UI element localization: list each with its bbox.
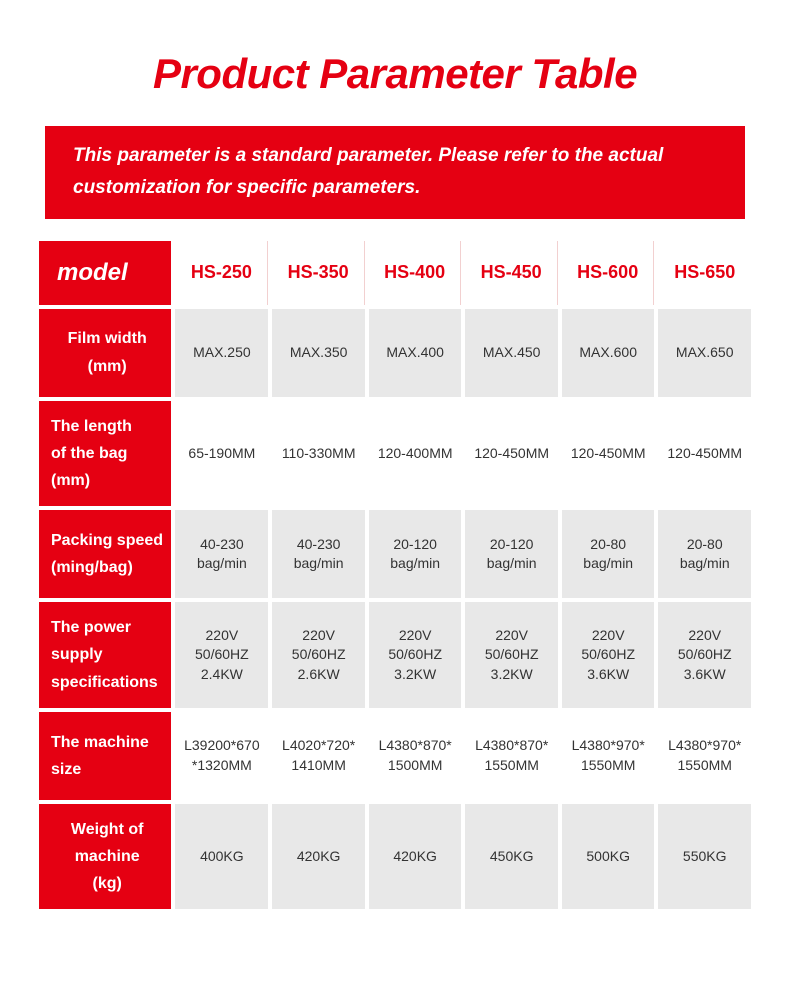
table-row: The power supply specifications220V 50/6… (39, 602, 751, 708)
table-row: Packing speed (ming/bag)40-230 bag/min40… (39, 510, 751, 598)
table-cell: 120-450MM (562, 401, 655, 507)
model-header: model (39, 241, 171, 305)
table-cell: MAX.250 (175, 309, 268, 397)
table-cell: L4380*870* 1500MM (369, 712, 462, 800)
row-header: The power supply specifications (39, 602, 171, 708)
table-cell: MAX.600 (562, 309, 655, 397)
row-header: Packing speed (ming/bag) (39, 510, 171, 598)
table-cell: MAX.400 (369, 309, 462, 397)
table-cell: 110-330MM (272, 401, 365, 507)
table-cell: 220V 50/60HZ 2.6KW (272, 602, 365, 708)
table-cell: L4380*970* 1550MM (658, 712, 751, 800)
table-cell: 120-450MM (465, 401, 558, 507)
table-cell: 40-230 bag/min (175, 510, 268, 598)
row-header: Film width (mm) (39, 309, 171, 397)
column-header: HS-250 (175, 241, 268, 305)
table-cell: 20-80 bag/min (658, 510, 751, 598)
table-row: Film width (mm)MAX.250MAX.350MAX.400MAX.… (39, 309, 751, 397)
table-cell: MAX.450 (465, 309, 558, 397)
column-header: HS-450 (465, 241, 558, 305)
table-cell: 450KG (465, 804, 558, 910)
table-cell: L39200*670 *1320MM (175, 712, 268, 800)
table-cell: 20-120 bag/min (465, 510, 558, 598)
table-cell: 40-230 bag/min (272, 510, 365, 598)
row-header: The machine size (39, 712, 171, 800)
table-cell: 500KG (562, 804, 655, 910)
notice-banner: This parameter is a standard parameter. … (45, 126, 745, 219)
table-cell: 420KG (369, 804, 462, 910)
table-cell: 220V 50/60HZ 2.4KW (175, 602, 268, 708)
table-row: The machine sizeL39200*670 *1320MML4020*… (39, 712, 751, 800)
table-cell: 120-400MM (369, 401, 462, 507)
column-header: HS-350 (272, 241, 365, 305)
table-cell: 20-120 bag/min (369, 510, 462, 598)
table-row: The length of the bag (mm)65-190MM110-33… (39, 401, 751, 507)
row-header: The length of the bag (mm) (39, 401, 171, 507)
table-cell: 420KG (272, 804, 365, 910)
table-cell: 220V 50/60HZ 3.2KW (369, 602, 462, 708)
column-header: HS-600 (562, 241, 655, 305)
table-header-row: model HS-250 HS-350 HS-400 HS-450 HS-600… (39, 241, 751, 305)
table-cell: 120-450MM (658, 401, 751, 507)
table-cell: L4020*720* 1410MM (272, 712, 365, 800)
column-header: HS-400 (369, 241, 462, 305)
row-header: Weight of machine (kg) (39, 804, 171, 910)
table-cell: L4380*970* 1550MM (562, 712, 655, 800)
column-header: HS-650 (658, 241, 751, 305)
table-cell: 550KG (658, 804, 751, 910)
table-body: Film width (mm)MAX.250MAX.350MAX.400MAX.… (39, 309, 751, 910)
table-cell: 400KG (175, 804, 268, 910)
table-cell: 220V 50/60HZ 3.6KW (562, 602, 655, 708)
table-cell: MAX.650 (658, 309, 751, 397)
table-row: Weight of machine (kg)400KG420KG420KG450… (39, 804, 751, 910)
table-cell: L4380*870* 1550MM (465, 712, 558, 800)
table-cell: 20-80 bag/min (562, 510, 655, 598)
table-cell: 220V 50/60HZ 3.2KW (465, 602, 558, 708)
table-cell: MAX.350 (272, 309, 365, 397)
table-cell: 65-190MM (175, 401, 268, 507)
table-cell: 220V 50/60HZ 3.6KW (658, 602, 751, 708)
parameter-table: model HS-250 HS-350 HS-400 HS-450 HS-600… (35, 237, 755, 914)
page-title: Product Parameter Table (35, 50, 755, 98)
